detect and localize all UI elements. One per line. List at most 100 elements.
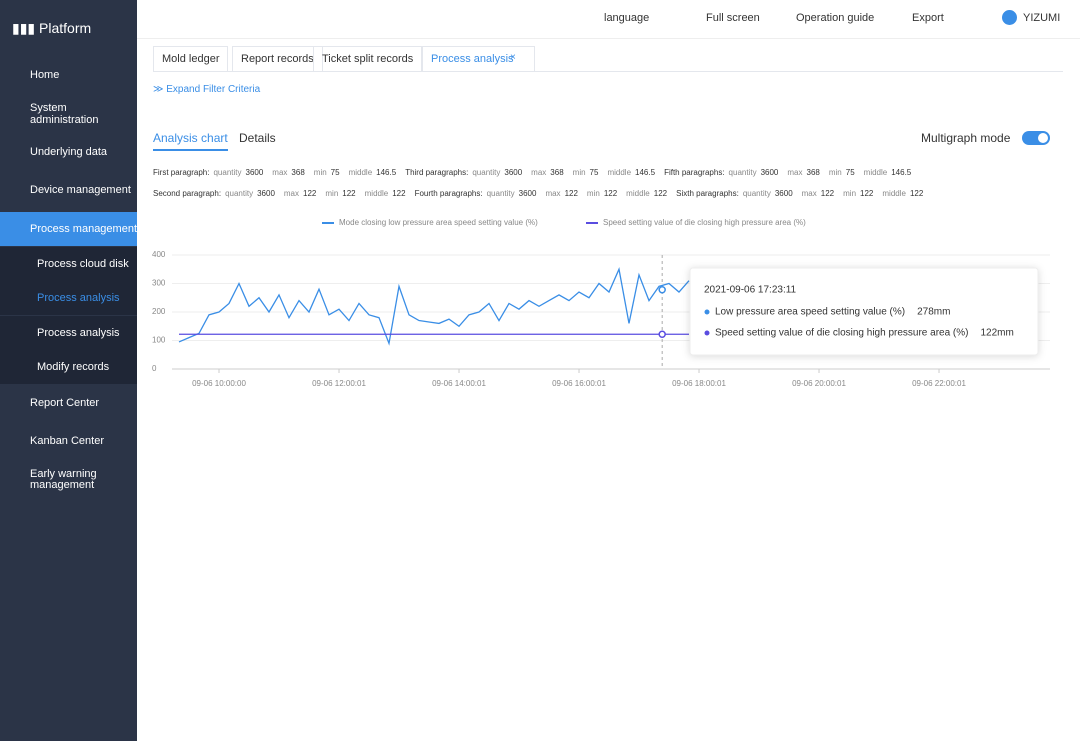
stats-value: 3600 [760, 168, 779, 177]
stats-value: 146.5 [635, 168, 656, 177]
x-tick-label: 09-06 16:00:01 [552, 379, 606, 388]
subtab[interactable]: Analysis chart [153, 131, 228, 151]
menu-item[interactable]: Early warning management [30, 468, 97, 491]
stats-value: 3600 [518, 189, 537, 198]
stats-name: min [843, 189, 857, 198]
stats-value: 3600 [245, 168, 264, 177]
stats-value: 75 [330, 168, 340, 177]
x-tick-label: 09-06 14:00:01 [432, 379, 486, 388]
stats-name: max [545, 189, 561, 198]
x-tick-label: 09-06 12:00:01 [312, 379, 366, 388]
hover-point [658, 330, 666, 338]
switch-knob [1038, 133, 1048, 143]
stats-name: min [586, 189, 600, 198]
stats-name: quantity [486, 189, 515, 198]
tab[interactable]: Report records [232, 46, 323, 72]
stats-name: middle [348, 168, 373, 177]
stats-name: min [313, 168, 327, 177]
brand: ▮▮▮ Platform [12, 20, 92, 36]
tab-close[interactable]: × [510, 52, 516, 63]
tooltip-name: Speed setting value of die closing high … [715, 328, 968, 339]
topbar-item[interactable]: Operation guide [796, 12, 875, 24]
filter-toggle[interactable]: ≫ Expand Filter Criteria [153, 84, 261, 95]
menu-item[interactable]: System administration [30, 102, 99, 126]
x-tick-label: 09-06 22:00:01 [912, 379, 966, 388]
stats-value: 368 [550, 168, 564, 177]
menu-item[interactable]: Process management [0, 212, 137, 246]
stats-name: middle [882, 189, 906, 198]
stats-name: middle [863, 168, 888, 177]
stats-row: Second paragraph: quantity 3600 max 122 min 12… [153, 189, 932, 198]
tooltip-dot [704, 309, 710, 315]
stats-name: quantity [728, 168, 757, 177]
legend-label: Mode closing low pressure area speed set… [339, 218, 538, 227]
menu-item[interactable]: Process analysis [0, 316, 137, 350]
stats-value: 75 [845, 168, 855, 177]
y-tick-label: 0 [152, 364, 157, 373]
stats-value: 122 [342, 189, 356, 198]
menu-item[interactable]: Home [30, 69, 60, 81]
tooltip-name: Low pressure area speed setting value (%… [715, 307, 905, 318]
stats-value: 122 [820, 189, 835, 198]
stats-name: quantity [225, 189, 254, 198]
filter-text[interactable]: Expand Filter Criteria [166, 84, 261, 95]
stats-value: 146.5 [376, 168, 397, 177]
tab[interactable]: Mold ledger [153, 46, 229, 72]
sidebar: ▮▮▮ Platform Home System administration Un… [0, 0, 137, 741]
stats-value: 3600 [774, 189, 793, 198]
stats-name: middle [607, 168, 632, 177]
tooltip-value: 122mm [980, 328, 1013, 339]
tooltip-box [689, 267, 1039, 356]
topbar-item[interactable]: Full screen [706, 12, 760, 24]
subtab[interactable]: Details [239, 131, 276, 145]
menu-item[interactable]: Process cloud disk [0, 247, 137, 281]
stats-value: 368 [291, 168, 305, 177]
stats-name: middle [364, 189, 389, 198]
stats-name: max [531, 168, 547, 177]
stats-name: max [283, 189, 300, 198]
stats-value: 122 [603, 189, 618, 198]
mode-label: Multigraph mode [921, 131, 1011, 145]
line [178, 267, 690, 346]
stats-name: quantity [213, 168, 242, 177]
stats-row: First paragraph: quantity 3600 max 368 min 75 m… [153, 168, 920, 177]
user-name[interactable]: YIZUMI [1023, 12, 1061, 24]
menu-item[interactable]: Underlying data [30, 146, 108, 158]
stats-label: Fourth paragraphs: [414, 189, 483, 198]
stats-value: 122 [392, 189, 406, 198]
tooltip-dot [704, 330, 710, 336]
stats-value: 122 [564, 189, 578, 198]
topbar-item[interactable]: language [604, 12, 650, 24]
tab[interactable]: Ticket split records [313, 46, 423, 72]
stats-value: 122 [653, 189, 668, 198]
stats-value: 122 [860, 189, 874, 198]
stats-value: 75 [589, 168, 599, 177]
stats-name: min [325, 189, 339, 198]
stats-value: 3600 [504, 168, 523, 177]
stats-name: max [801, 189, 817, 198]
menu-item[interactable]: Modify records [0, 350, 137, 384]
stats-label: Fifth paragraphs: [664, 168, 725, 177]
x-tick-label: 09-06 18:00:01 [672, 379, 726, 388]
stats-label: First paragraph: [153, 168, 210, 177]
menu-item[interactable]: Report Center [30, 397, 100, 409]
x-tick-label: 09-06 10:00:00 [192, 379, 246, 388]
menu-item[interactable]: Device management [30, 184, 131, 196]
stats-name: middle [626, 189, 650, 198]
tab[interactable]: Process analysis [422, 46, 535, 72]
tooltip-value: 278mm [917, 307, 950, 318]
stats-value: 146.5 [891, 168, 912, 177]
stats-value: 122 [303, 189, 317, 198]
stats-label: Third paragraphs: [405, 168, 469, 177]
tooltip-title: 2021-09-06 17:23:11 [704, 285, 797, 296]
mode-switch[interactable] [1022, 131, 1050, 145]
topbar-item[interactable]: Export [912, 12, 944, 24]
y-tick-label: 200 [152, 307, 166, 316]
menu-item[interactable]: Process analysis [0, 281, 137, 315]
menu-item[interactable]: Kanban Center [30, 435, 104, 447]
user-avatar[interactable] [1002, 10, 1017, 25]
hover-point [658, 286, 666, 294]
x-tick-label: 09-06 20:00:01 [792, 379, 846, 388]
